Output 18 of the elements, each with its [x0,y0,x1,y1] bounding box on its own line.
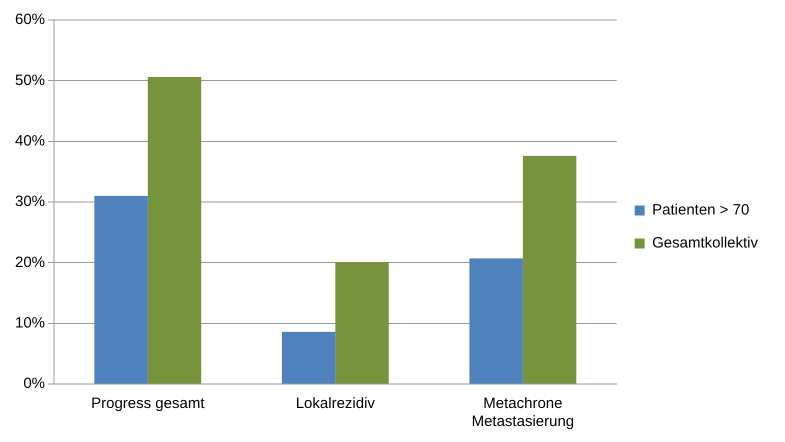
bar [94,196,148,384]
y-tick-label: 0% [23,375,46,392]
x-tick-label: Metachrone Metastasierung [472,395,574,430]
y-tick-label: 40% [14,132,46,150]
y-tick-label: 20% [14,254,46,271]
bar [282,332,336,384]
legend-label: Gesamtkollektiv [652,234,758,252]
x-tick-label: Progress gesamt [91,395,206,412]
y-tick-label: 50% [14,72,46,89]
bar [148,77,202,384]
y-tick-label: 30% [14,193,46,210]
bar [469,258,523,384]
bar [522,156,576,384]
legend-label: Patienten > 70 [652,202,750,219]
x-tick-label: Lokalrezidiv [296,395,376,412]
bar [335,262,389,384]
y-tick-label: 10% [14,314,46,332]
y-tick-label: 60% [14,11,46,28]
